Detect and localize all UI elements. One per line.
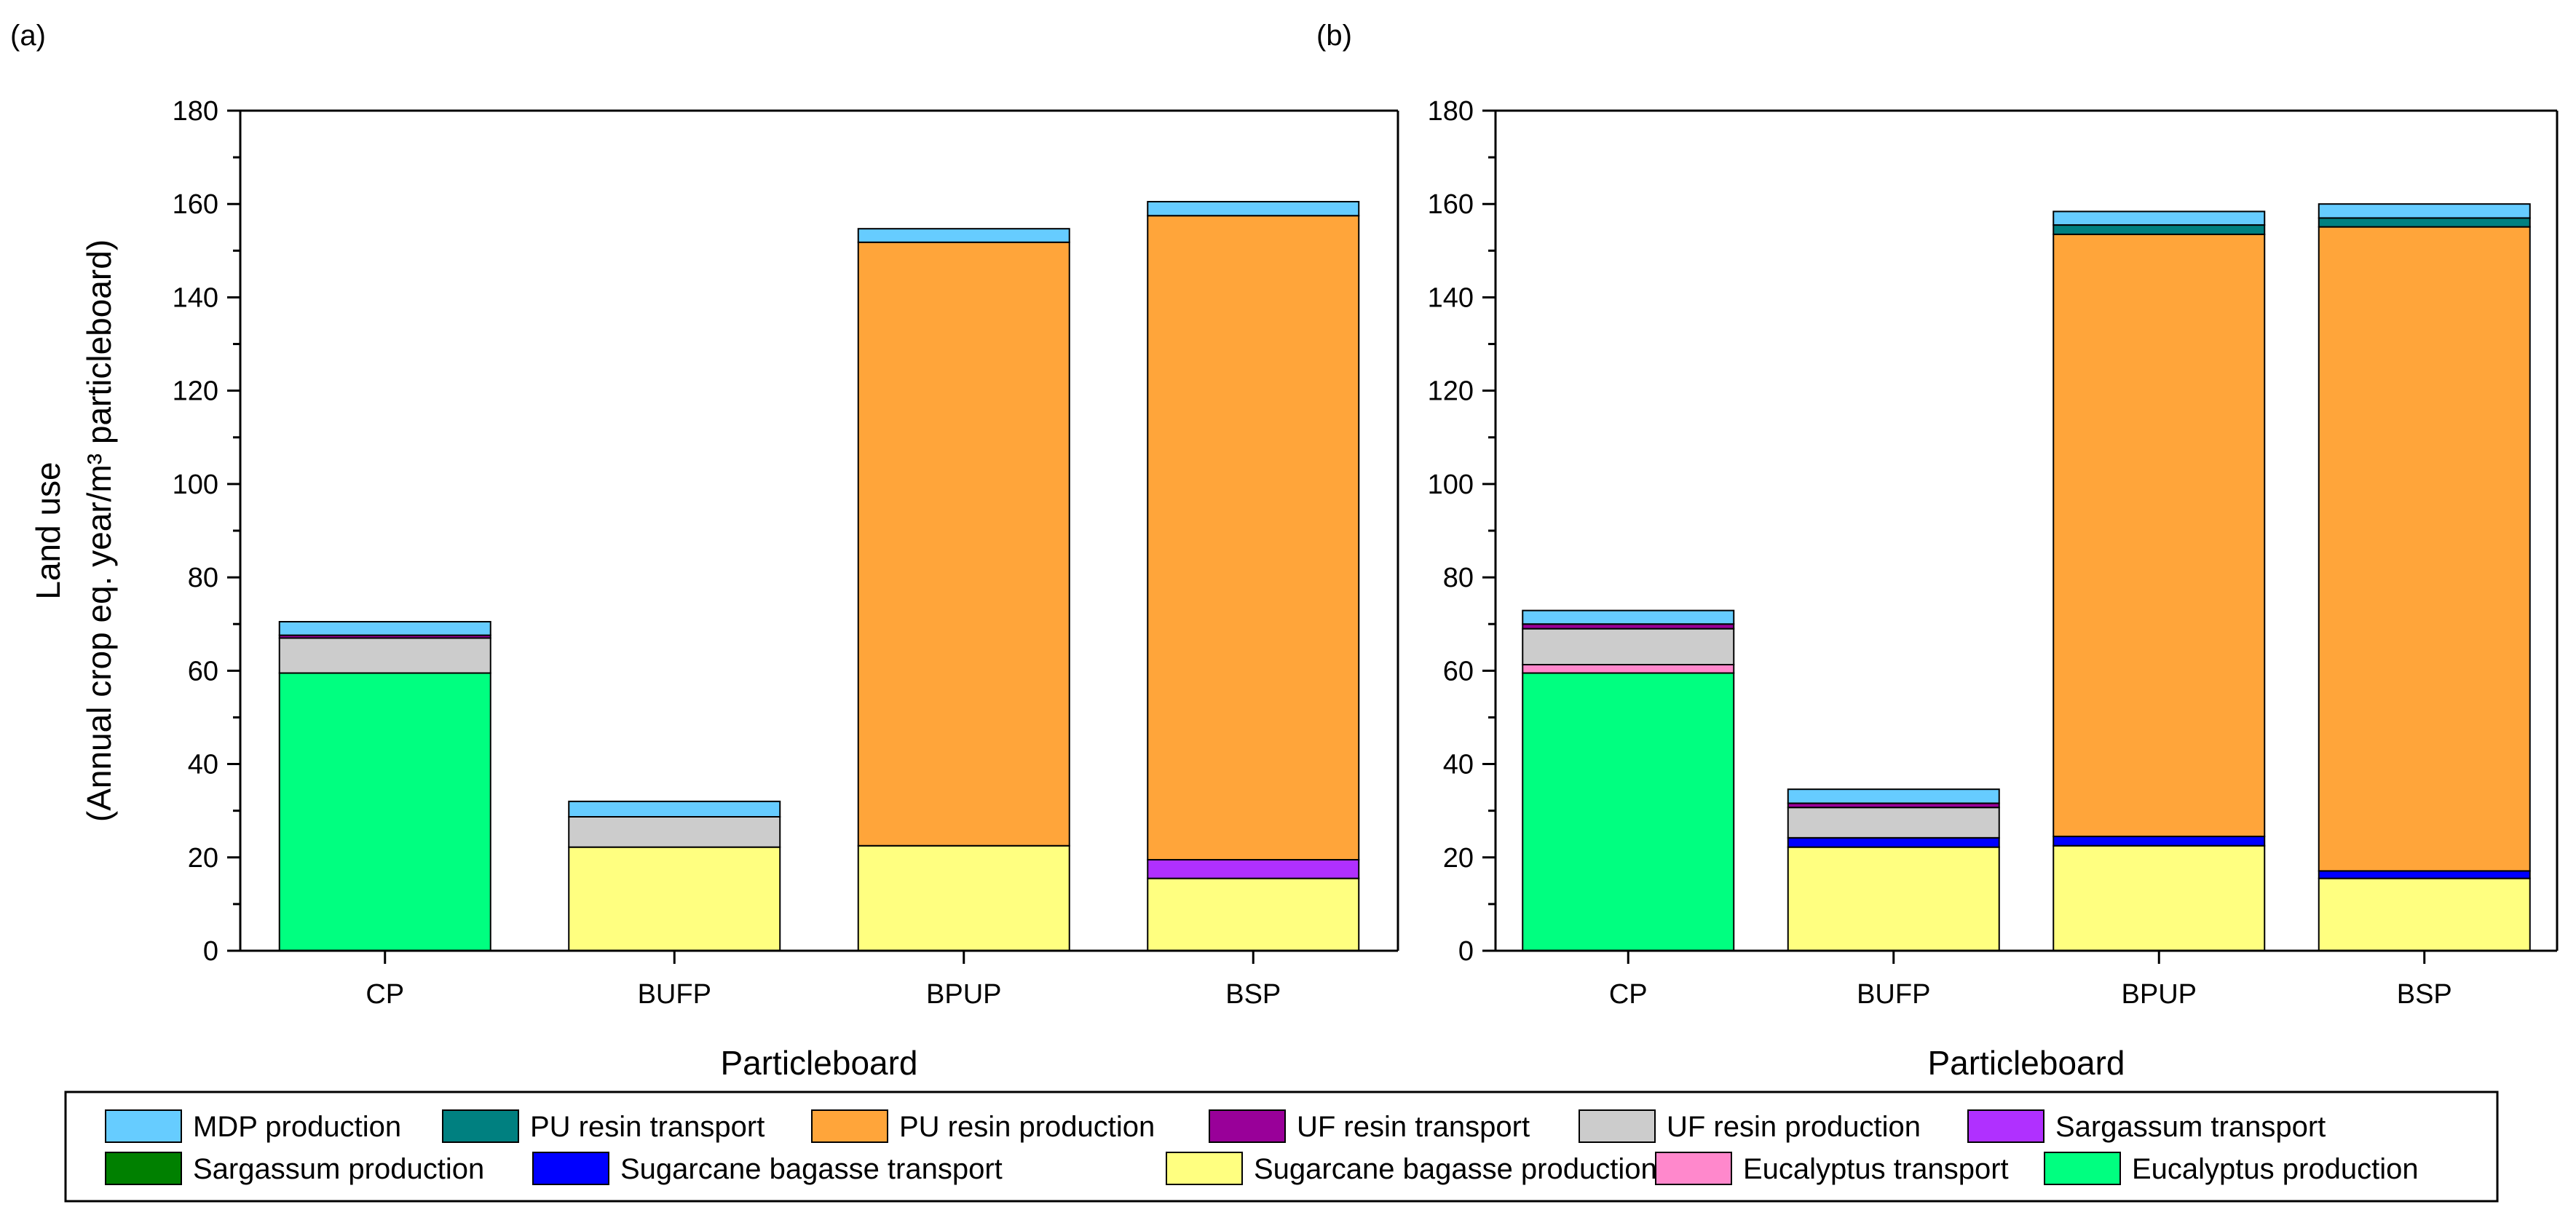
bar-segment-bpup-pu-resin-production xyxy=(2052,233,2266,837)
bar-segment-bpup-mdp-production xyxy=(857,228,1070,243)
bar-segment-bpup-sugarcane-bagasse-production xyxy=(2052,844,2266,951)
y-tick-label: 60 xyxy=(1443,656,1474,686)
x-tick-label: CP xyxy=(1609,979,1648,1010)
bar-segment-bpup-pu-resin-production xyxy=(857,241,1070,847)
bar-segment-bsp-sargassum-transport xyxy=(1147,858,1360,879)
legend-swatch-pu-resin-transport xyxy=(442,1109,519,1143)
x-tick-label: BUFP xyxy=(1857,979,1930,1010)
bar-segment-bpup-pu-resin-transport xyxy=(2052,224,2266,235)
bar-segment-bsp-mdp-production xyxy=(2318,203,2531,219)
legend-swatch-sugarcane-bagasse-transport xyxy=(532,1152,609,1185)
y-tick-label: 140 xyxy=(1428,282,1474,313)
y-tick-label: 120 xyxy=(1428,376,1474,407)
y-tick-label: 100 xyxy=(173,470,218,500)
y-tick-label: 180 xyxy=(1428,96,1474,127)
y-tick-label: 40 xyxy=(188,750,218,780)
y-tick-label: 0 xyxy=(1458,936,1474,967)
y-tick-label: 20 xyxy=(188,843,218,874)
y-tick-label: 0 xyxy=(203,936,218,967)
y-tick-label: 100 xyxy=(1428,470,1474,500)
y-tick-label: 160 xyxy=(173,189,218,220)
x-tick-label: CP xyxy=(366,979,404,1010)
x-tick-label: BSP xyxy=(1225,979,1281,1010)
bar-segment-cp-mdp-production xyxy=(278,621,491,636)
legend-label-uf-resin-transport: UF resin transport xyxy=(1297,1111,1530,1143)
bar-segment-cp-eucalyptus-transport xyxy=(1522,663,1735,674)
chart-panel-b: (b) CP BUFP BPUP BSP 0 20 40 60 80 100 120 140 160 180… xyxy=(1316,20,2559,1082)
legend-swatch-uf-resin-production xyxy=(1579,1109,1656,1143)
bar-segment-bufp-uf-resin-production xyxy=(1787,807,2000,839)
y-tick-label: 180 xyxy=(173,96,218,127)
legend-swatch-uf-resin-transport xyxy=(1209,1109,1286,1143)
legend-label-sargassum-production: Sargassum production xyxy=(193,1153,484,1185)
bar-segment-bsp-pu-resin-transport xyxy=(2318,217,2531,228)
legend-label-uf-resin-production: UF resin production xyxy=(1667,1111,1921,1143)
y-tick-label: 160 xyxy=(1428,189,1474,220)
y-axis-title-line2: (Annual crop eq. year/m³ particleboard) xyxy=(80,240,118,822)
legend-label-pu-resin-production: PU resin production xyxy=(899,1111,1155,1143)
legend-swatch-pu-resin-production xyxy=(811,1109,888,1143)
y-tick-label: 20 xyxy=(1443,843,1474,874)
bar-segment-bufp-uf-resin-production xyxy=(568,816,781,848)
y-tick-label: 40 xyxy=(1443,750,1474,780)
y-tick-label: 60 xyxy=(188,656,218,686)
legend-label-pu-resin-transport: PU resin transport xyxy=(530,1111,764,1143)
bar-segment-bsp-pu-resin-production xyxy=(2318,226,2531,872)
bar-segment-bsp-mdp-production xyxy=(1147,201,1360,217)
x-tick-label: BUFP xyxy=(638,979,711,1010)
panel-label: (b) xyxy=(1316,20,1352,52)
bar-segment-cp-mdp-production xyxy=(1522,609,1735,625)
bar-segment-bpup-sugarcane-bagasse-production xyxy=(857,844,1070,951)
y-tick-label: 120 xyxy=(173,376,218,407)
bar-segment-cp-uf-resin-production xyxy=(1522,628,1735,665)
x-axis-title: Particleboard xyxy=(1927,1044,2125,1082)
bar-segment-bpup-sugarcane-bagasse-transport xyxy=(2052,835,2266,847)
bar-segment-bsp-sugarcane-bagasse-production xyxy=(1147,877,1360,952)
bar-segment-bufp-sugarcane-bagasse-production xyxy=(568,846,781,951)
bar-segment-bufp-mdp-production xyxy=(568,800,781,818)
bar-segment-bsp-sugarcane-bagasse-transport xyxy=(2318,870,2531,879)
x-tick-label: BPUP xyxy=(926,979,1001,1010)
legend-label-sugarcane-bagasse-production: Sugarcane bagasse production xyxy=(1254,1153,1657,1185)
legend-swatch-sugarcane-bagasse-production xyxy=(1166,1152,1243,1185)
bar-segment-bsp-pu-resin-production xyxy=(1147,215,1360,860)
bar-segment-cp-eucalyptus-production xyxy=(1522,672,1735,951)
legend-label-mdp-production: MDP production xyxy=(193,1111,401,1143)
bar-segment-cp-uf-resin-production xyxy=(278,637,491,674)
legend-swatch-sargassum-transport xyxy=(1967,1109,2044,1143)
x-tick-label: BSP xyxy=(2397,979,2452,1010)
legend: MDP production PU resin transport PU resin… xyxy=(64,1091,2499,1203)
legend-swatch-sargassum-production xyxy=(105,1152,182,1185)
panel-label: (a) xyxy=(10,20,46,52)
bar-segment-bufp-sugarcane-bagasse-transport xyxy=(1787,836,2000,848)
chart-panel-a: (a) CP BUFP BPUP BSP 0 20 40 60 80 100 120 140 160 180… xyxy=(10,20,1399,1082)
bar-segment-cp-eucalyptus-production xyxy=(278,672,491,951)
legend-label-sargassum-transport: Sargassum transport xyxy=(2055,1111,2326,1143)
legend-label-sugarcane-bagasse-transport: Sugarcane bagasse transport xyxy=(620,1153,1003,1185)
legend-swatch-eucalyptus-transport xyxy=(1655,1152,1732,1185)
y-axis-title-line1: Land use xyxy=(29,462,67,599)
legend-swatch-mdp-production xyxy=(105,1109,182,1143)
y-tick-label: 140 xyxy=(173,282,218,313)
bar-segment-bsp-sugarcane-bagasse-production xyxy=(2318,877,2531,952)
legend-label-eucalyptus-transport: Eucalyptus transport xyxy=(1743,1153,2009,1185)
y-tick-label: 80 xyxy=(1443,563,1474,593)
bar-segment-bpup-mdp-production xyxy=(2052,210,2266,226)
x-tick-label: BPUP xyxy=(2122,979,2197,1010)
y-tick-label: 80 xyxy=(188,563,218,593)
legend-label-eucalyptus-production: Eucalyptus production xyxy=(2132,1153,2419,1185)
legend-swatch-eucalyptus-production xyxy=(2044,1152,2121,1185)
x-axis-title: Particleboard xyxy=(720,1044,917,1082)
bar-segment-bufp-mdp-production xyxy=(1787,788,2000,804)
bar-segment-bufp-sugarcane-bagasse-production xyxy=(1787,846,2000,951)
